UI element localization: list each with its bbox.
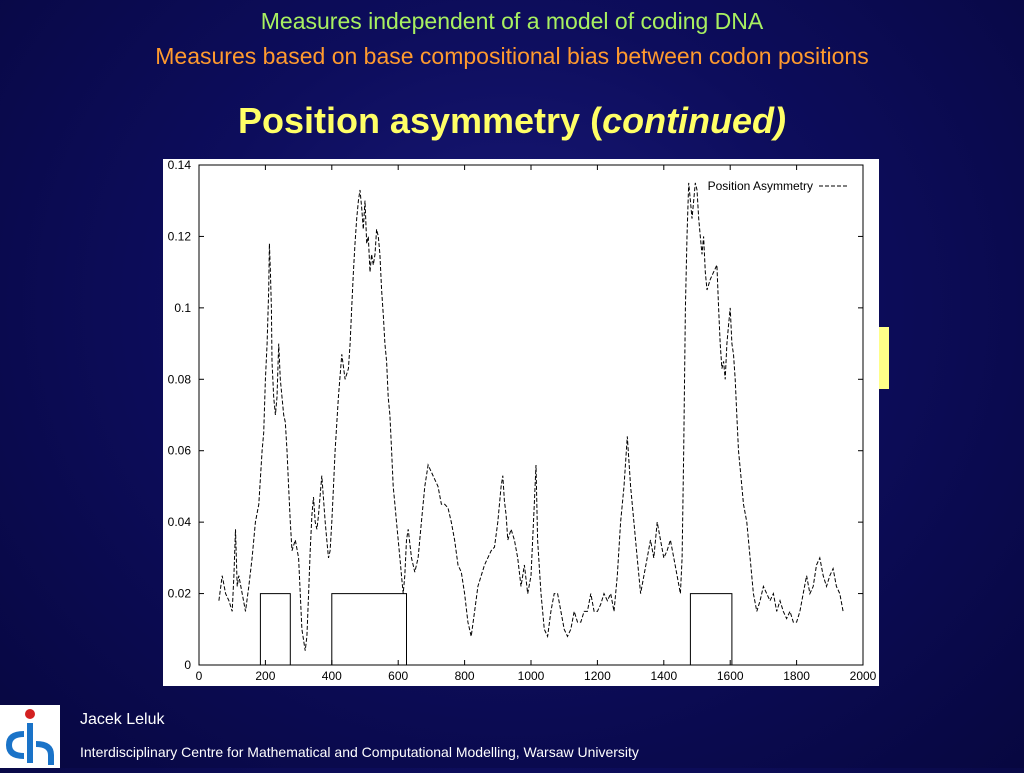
legend-label: Position Asymmetry [708,179,813,193]
x-tick-label: 1400 [650,669,677,683]
y-tick-labels: 0 0.02 0.04 0.06 0.08 0.1 0.12 0.14 [168,159,192,672]
x-tick-label: 400 [322,669,342,683]
y-tick-label: 0.12 [168,229,192,243]
yellow-tab-decoration [879,327,889,389]
footer-author: Jacek Leluk [80,711,165,728]
x-tick-label: 200 [255,669,275,683]
y-tick-label: 0.1 [174,301,191,315]
x-tick-label: 1200 [584,669,611,683]
x-tick-label: 1800 [783,669,810,683]
x-tick-labels: 0 200 400 600 800 1000 1200 1400 1600 1800 2000 [196,669,877,683]
coding-region-markers [199,593,863,666]
chart-svg: 0 200 400 600 800 1000 1200 1400 1600 1800 2000 00… [168,159,877,683]
y-tick-label: 0.02 [168,587,192,601]
x-tick-label: 800 [455,669,475,683]
y-tick-label: 0.14 [168,159,192,172]
series-position-asymmetry-line [218,182,844,651]
header-line-2: Measures based on base compositional bia… [155,43,869,69]
x-tick-label: 1600 [717,669,744,683]
icm-logo-icon [6,709,54,765]
legend: Position Asymmetry [708,179,849,193]
y-tick-label: 0 [184,658,191,672]
y-tick-label: 0.06 [168,444,192,458]
slide-title-italic: continued) [602,100,787,141]
series-layer [199,182,863,666]
plot-frame [198,164,864,666]
header-line-1: Measures independent of a model of codin… [260,8,764,34]
slide-title-main: Position asymmetry ( [237,100,603,141]
x-tick-label: 0 [196,669,203,683]
x-tick-label: 600 [388,669,408,683]
y-tick-label: 0.08 [168,372,192,386]
x-tick-label: 1000 [518,669,545,683]
icm-logo [0,705,60,768]
x-tick-label: 2000 [850,669,877,683]
slide-title: Position asymmetry (continued) [0,100,1024,142]
y-tick-label: 0.04 [168,515,192,529]
footer-affiliation: Interdisciplinary Centre for Mathematica… [80,744,639,760]
tick-marks [198,164,864,666]
